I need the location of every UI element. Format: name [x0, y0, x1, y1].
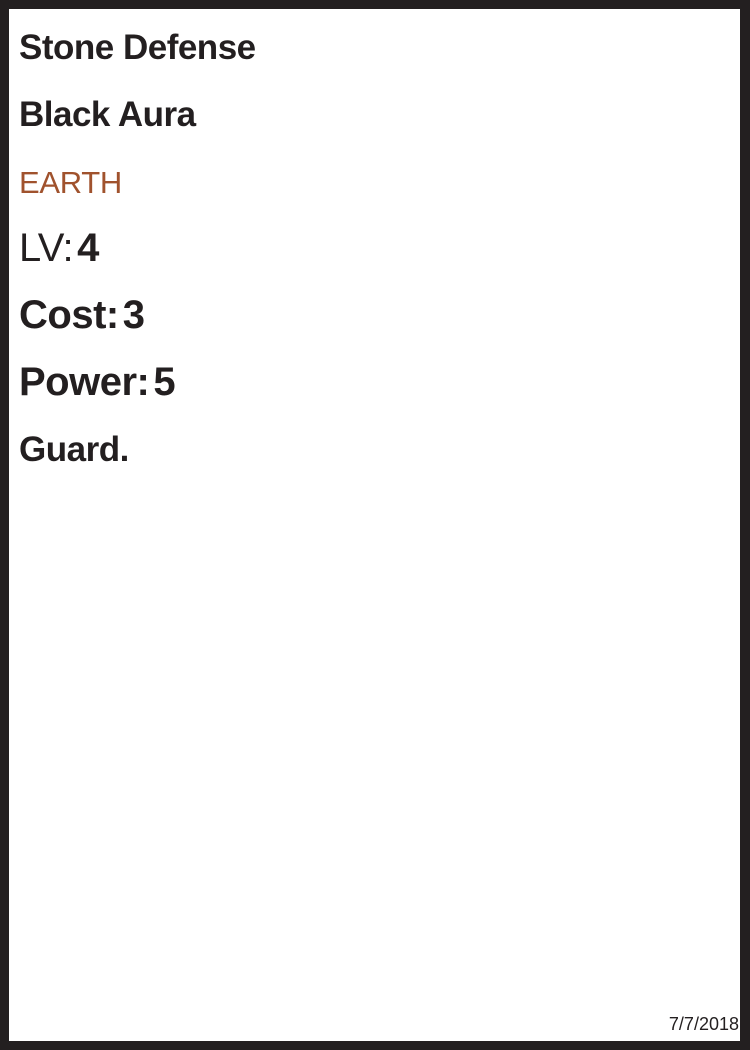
power-stat: Power: 5 — [19, 360, 176, 405]
cost-label: Cost: — [19, 293, 119, 337]
level-value: 4 — [77, 226, 99, 270]
card-subtype: Black Aura — [19, 95, 196, 134]
cost-value: 3 — [122, 293, 145, 337]
ability-text: Guard. — [19, 430, 129, 469]
cost-stat: Cost: 3 — [19, 293, 145, 338]
power-value: 5 — [153, 360, 176, 404]
card-name: Stone Defense — [19, 28, 256, 67]
power-label: Power: — [19, 360, 150, 404]
level-stat: LV: 4 — [19, 226, 99, 271]
card-element: EARTH — [19, 165, 123, 200]
card-date: 7/7/2018 — [668, 1014, 739, 1034]
level-label: LV: — [19, 226, 74, 270]
